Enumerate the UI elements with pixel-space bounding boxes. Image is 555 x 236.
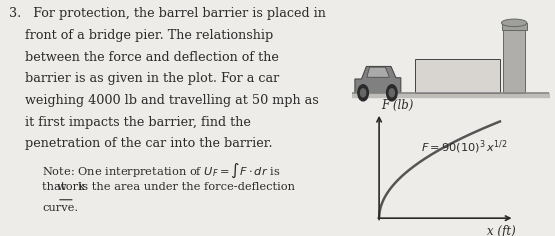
Text: 3.   For protection, the barrel barrier is placed in: 3. For protection, the barrel barrier is… [9,7,326,20]
Polygon shape [367,67,390,77]
Circle shape [387,85,397,101]
Bar [502,23,527,30]
Text: weighing 4000 lb and travelling at 50 mph as: weighing 4000 lb and travelling at 50 mp… [25,94,319,107]
Bar [415,59,500,93]
Text: work: work [57,182,86,192]
Text: curve.: curve. [42,203,78,213]
Text: x (ft): x (ft) [487,225,516,236]
Bar [503,30,525,93]
Text: it first impacts the barrier, find the: it first impacts the barrier, find the [25,116,251,129]
Text: that: that [42,182,69,192]
Polygon shape [355,66,401,93]
Circle shape [389,89,395,97]
Text: $F = 90(10)^3\, x^{1/2}$: $F = 90(10)^3\, x^{1/2}$ [421,139,508,156]
Ellipse shape [502,19,527,27]
Circle shape [358,85,369,101]
Circle shape [360,89,366,97]
Text: penetration of the car into the barrier.: penetration of the car into the barrier. [25,137,273,150]
Text: barrier is as given in the plot. For a car: barrier is as given in the plot. For a c… [25,72,279,85]
Text: Note: One interpretation of $U_F = \int F \cdot dr$ is: Note: One interpretation of $U_F = \int … [42,161,280,180]
Text: front of a bridge pier. The relationship: front of a bridge pier. The relationship [25,29,273,42]
Text: between the force and deflection of the: between the force and deflection of the [25,51,279,63]
Text: is the area under the force-deflection: is the area under the force-deflection [75,182,295,192]
Text: F (lb): F (lb) [381,99,414,112]
